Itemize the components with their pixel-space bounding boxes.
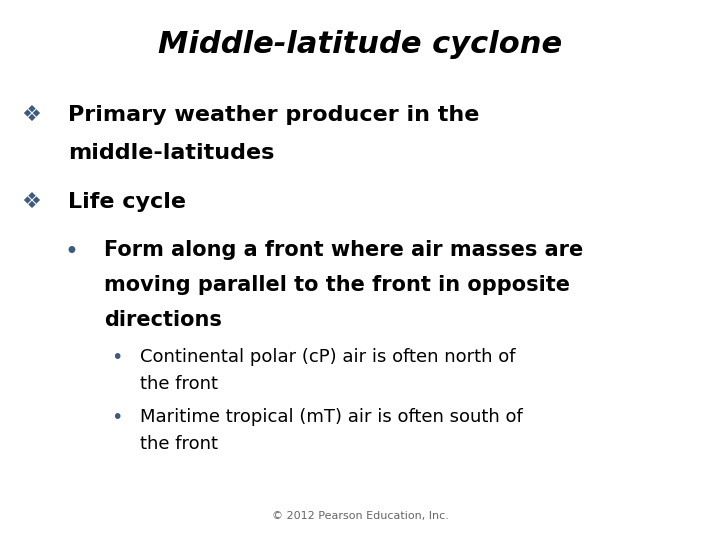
Text: •: •: [112, 348, 123, 367]
Text: directions: directions: [104, 310, 222, 330]
Text: Maritime tropical (mT) air is often south of: Maritime tropical (mT) air is often sout…: [140, 408, 523, 426]
Text: Form along a front where air masses are: Form along a front where air masses are: [104, 240, 584, 260]
Text: •: •: [112, 408, 123, 427]
Text: the front: the front: [140, 435, 218, 453]
Text: ❖: ❖: [22, 105, 42, 125]
Text: ❖: ❖: [22, 192, 42, 212]
Text: Continental polar (cP) air is often north of: Continental polar (cP) air is often nort…: [140, 348, 516, 366]
Text: Middle-latitude cyclone: Middle-latitude cyclone: [158, 30, 562, 59]
Text: moving parallel to the front in opposite: moving parallel to the front in opposite: [104, 275, 570, 295]
Text: © 2012 Pearson Education, Inc.: © 2012 Pearson Education, Inc.: [271, 511, 449, 521]
Text: Life cycle: Life cycle: [68, 192, 186, 212]
Text: middle-latitudes: middle-latitudes: [68, 143, 275, 163]
Text: •: •: [65, 240, 78, 264]
Text: Primary weather producer in the: Primary weather producer in the: [68, 105, 480, 125]
Text: the front: the front: [140, 375, 218, 393]
